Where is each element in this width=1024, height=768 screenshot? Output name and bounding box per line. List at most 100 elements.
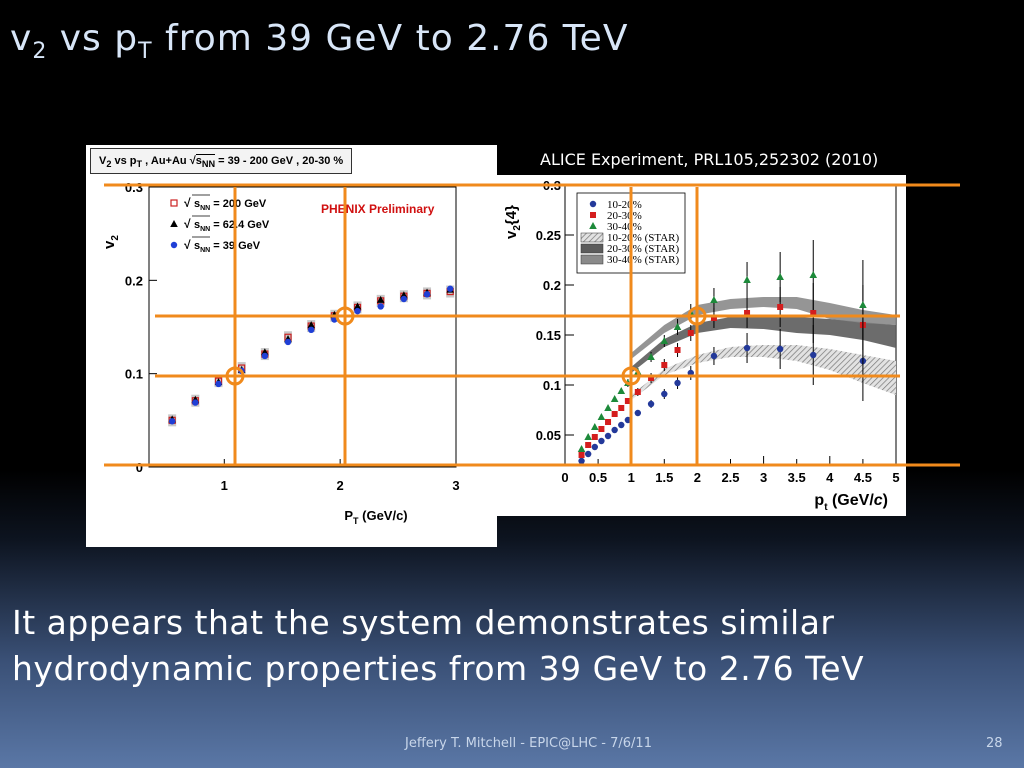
phenix-xlabel-sub: T	[353, 516, 359, 526]
phenix-legend-energy: = 39 GeV	[210, 240, 261, 252]
alice-data-point	[634, 409, 642, 417]
alice-xtick-label: 4.5	[854, 470, 872, 485]
phenix-legend-s: s	[194, 219, 200, 231]
phenix-legend-nn: NN	[200, 205, 210, 212]
alice-data-point	[610, 395, 619, 402]
alice-data-point	[591, 434, 598, 440]
alice-plot: 0.05 0.1 0.15 0.2 0.25 0.3 0 0.5 1 1.5 2 2.5 3 3.5 4 4.…	[503, 178, 900, 513]
phenix-xtick-label: 1	[221, 478, 228, 493]
title-v: v	[10, 18, 33, 59]
phenix-xlabel: PT (GeV/c)	[344, 508, 407, 526]
phenix-ylabel-sub: 2	[110, 235, 121, 241]
title-vs-p: vs p	[47, 18, 139, 59]
phenix-title-b-sub: T	[136, 159, 143, 170]
alice-data-point	[605, 419, 612, 425]
alice-ylabel: v2{4}	[503, 205, 523, 239]
alice-data-point	[578, 457, 585, 465]
alice-data-point	[578, 452, 585, 458]
sqrt-icon: √	[189, 155, 196, 167]
page-number: 28	[986, 736, 1003, 751]
phenix-legend-marker	[170, 220, 178, 227]
phenix-legend-nn: NN	[200, 247, 210, 254]
alice-data-point	[577, 445, 586, 452]
alice-data-point	[661, 390, 668, 398]
phenix-chart-panel: V2 vs pT , Au+Au √sNN = 39 - 200 GeV , 2…	[86, 145, 497, 547]
alice-data-point	[776, 345, 784, 353]
alice-xtick-label: 3	[760, 470, 767, 485]
phenix-xtick-label: 2	[337, 478, 344, 493]
phenix-data-point	[423, 291, 431, 298]
phenix-title-sqrt-sub: NN	[201, 159, 216, 170]
phenix-data-point	[400, 295, 408, 303]
phenix-legend-s: s	[194, 240, 200, 252]
phenix-legend-label: sNN = 39 GeV	[194, 240, 261, 254]
phenix-data-point	[168, 418, 176, 425]
alice-data-point	[776, 273, 784, 280]
phenix-preliminary-label: PHENIX Preliminary	[321, 202, 435, 216]
alice-data-point	[661, 362, 668, 368]
alice-data-point	[673, 323, 682, 330]
alice-data-point	[809, 271, 818, 278]
phenix-data-point	[377, 303, 384, 310]
alice-data-point	[618, 405, 625, 411]
phenix-legend-energy: = 62.4 GeV	[210, 219, 270, 231]
alice-ytick-label: 0.15	[536, 328, 561, 343]
phenix-data-point	[307, 326, 315, 333]
phenix-data-point	[284, 338, 292, 346]
slide-title: v2 vs pT from 39 GeV to 2.76 TeV	[10, 18, 628, 64]
phenix-data-point	[192, 399, 199, 406]
alice-legend-band-swatch	[580, 232, 604, 243]
phenix-data-point	[447, 285, 454, 292]
alice-data-point	[634, 389, 641, 395]
phenix-plot-frame	[148, 186, 457, 468]
alice-legend-band-swatch	[580, 243, 604, 254]
alice-data-point	[618, 421, 625, 429]
alice-ylabel-sub: 2	[512, 225, 523, 231]
sqrt-icon: √	[184, 217, 191, 231]
alice-xlabel: pt (GeV/c)	[814, 492, 888, 513]
phenix-legend-nn: NN	[200, 226, 210, 233]
alice-legend-label: 20-30%	[607, 210, 642, 222]
phenix-legend-energy: = 200 GeV	[210, 198, 267, 210]
alice-data-point	[710, 352, 718, 360]
alice-data-point	[647, 353, 655, 360]
phenix-title-a: V	[99, 155, 107, 167]
alice-data-point	[648, 375, 655, 381]
alice-xlabel-close: )	[883, 492, 888, 509]
phenix-title-sqrt: sNN	[195, 154, 216, 170]
alice-xlabel-main: p	[814, 492, 824, 509]
title-rest: from 39 GeV to 2.76 TeV	[152, 18, 629, 59]
alice-xtick-label: 0	[561, 470, 568, 485]
alice-citation: ALICE Experiment, PRL105,252302 (2010)	[540, 150, 879, 169]
alice-data-point	[710, 296, 718, 303]
alice-data-point	[584, 450, 592, 458]
alice-data-point	[624, 379, 632, 386]
alice-data-point	[604, 404, 612, 411]
alice-data-point	[647, 400, 655, 408]
phenix-title-c: , Au+Au	[142, 155, 190, 167]
phenix-xlabel-main: P	[344, 508, 353, 523]
phenix-title-sqrt-s: s	[195, 155, 202, 167]
alice-data-point	[591, 443, 598, 451]
alice-ylabel-suffix: {4}	[503, 205, 520, 225]
phenix-data-point	[331, 316, 338, 323]
alice-xtick-label: 1	[628, 470, 635, 485]
phenix-xtick-label: 3	[452, 478, 459, 493]
alice-data-point	[674, 347, 681, 353]
alice-data-point	[585, 442, 592, 448]
alice-xtick-label: 2	[694, 470, 701, 485]
title-p-subscript: T	[138, 39, 153, 64]
phenix-ytick-label: 0.2	[125, 273, 143, 288]
phenix-data-point	[354, 307, 361, 315]
alice-data-point	[624, 416, 632, 424]
phenix-ytick-label: 0.1	[125, 367, 143, 382]
phenix-ytick-label: 0.3	[125, 180, 143, 195]
alice-xtick-label: 3.5	[788, 470, 806, 485]
phenix-legend-marker	[170, 199, 178, 207]
alice-legend-band-label: 20-30% (STAR)	[607, 243, 679, 255]
phenix-chart-title: V2 vs pT , Au+Au √sNN = 39 - 200 GeV , 2…	[90, 148, 353, 174]
alice-star-band	[631, 345, 896, 400]
phenix-data-point	[261, 352, 269, 360]
phenix-data-point	[376, 295, 385, 303]
